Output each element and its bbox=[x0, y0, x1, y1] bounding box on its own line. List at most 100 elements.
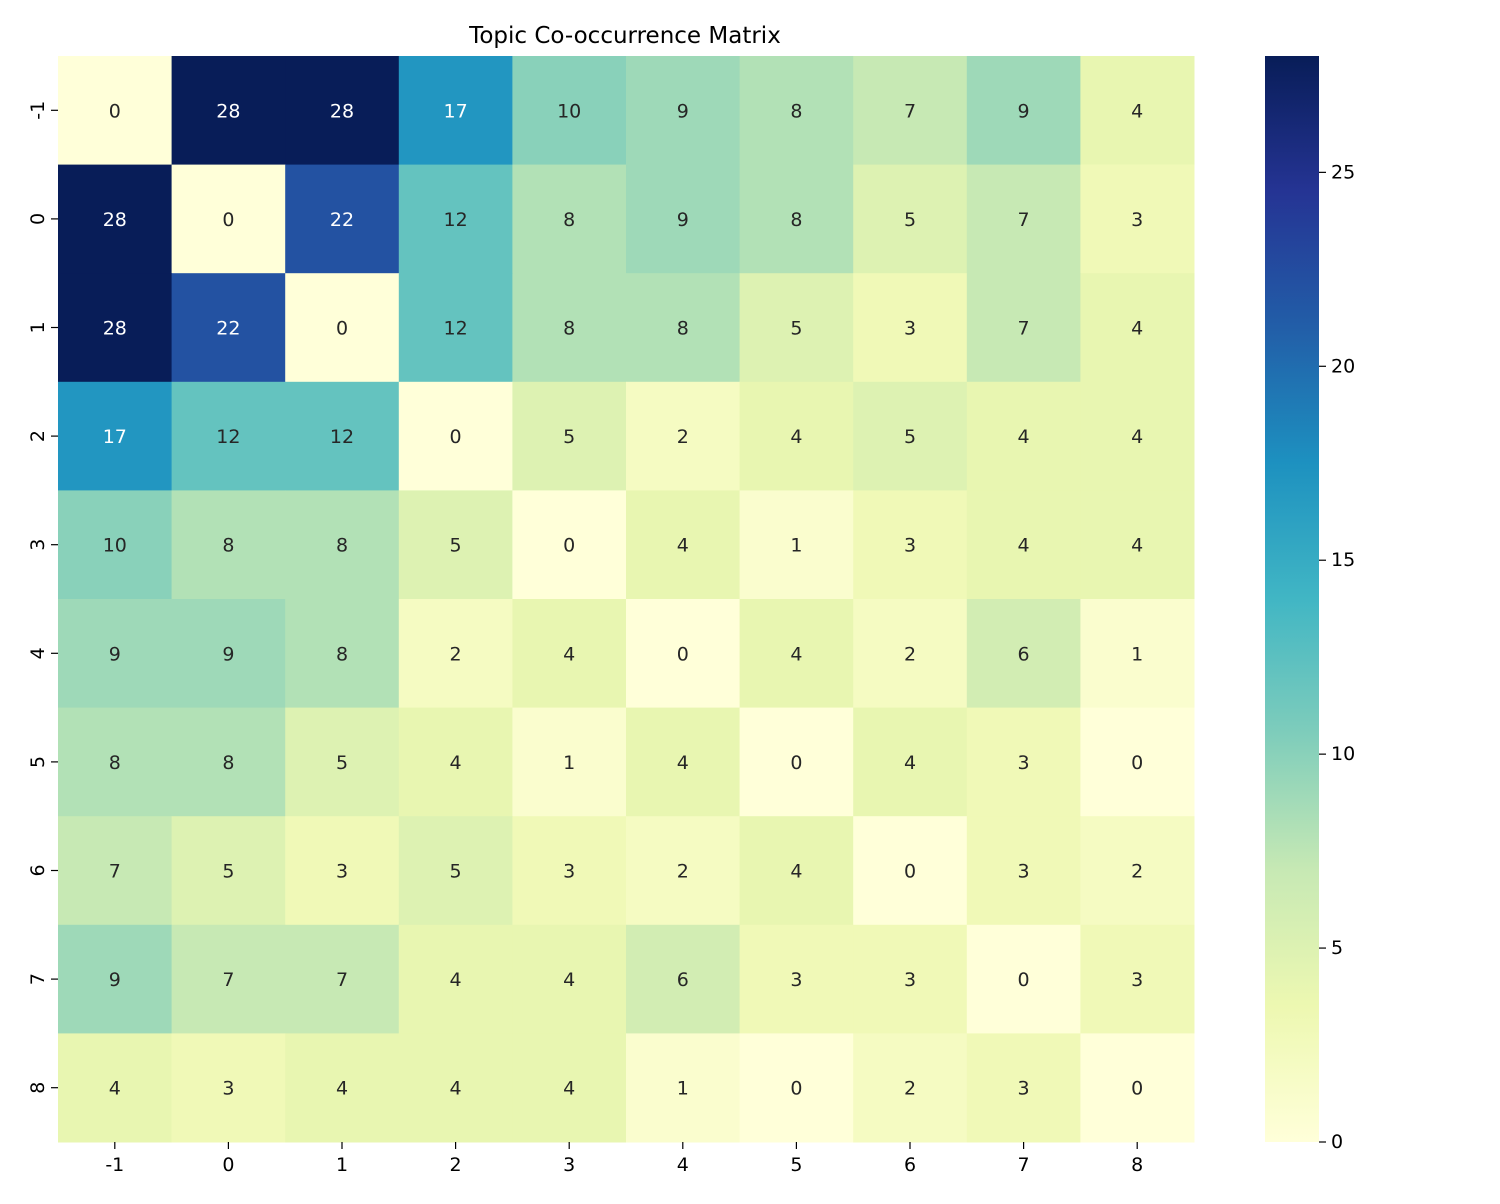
cell-value-label: 22 bbox=[330, 209, 354, 231]
cell-value-label: 4 bbox=[1131, 426, 1143, 448]
heatmap-cell-r9-c9 bbox=[1080, 1033, 1195, 1143]
x-tick-label: 0 bbox=[222, 1154, 234, 1176]
heatmap-cell-r6-c7 bbox=[853, 707, 968, 817]
heatmap-cell-r6-c9 bbox=[1080, 707, 1195, 817]
cell-value-label: 8 bbox=[790, 209, 802, 231]
heatmap-cell-r8-c0 bbox=[58, 924, 173, 1034]
cell-value-label: 4 bbox=[336, 1078, 348, 1100]
heatmap-cell-r9-c3 bbox=[398, 1033, 513, 1143]
colorbar-tick-label: 15 bbox=[1331, 549, 1355, 571]
heatmap-cell-r8-c4 bbox=[512, 924, 627, 1034]
cell-value-label: 7 bbox=[904, 100, 916, 122]
cell-value-label: 0 bbox=[790, 1078, 802, 1100]
cell-value-label: 3 bbox=[1018, 752, 1030, 774]
cell-value-label: 1 bbox=[1131, 643, 1143, 665]
y-tick-label: 5 bbox=[27, 756, 49, 768]
cell-value-label: 0 bbox=[904, 861, 916, 883]
y-tick-label: -1 bbox=[27, 101, 49, 120]
heatmap-cell-r4-c9 bbox=[1080, 490, 1195, 600]
cell-value-label: 7 bbox=[336, 969, 348, 991]
cell-value-label: 4 bbox=[790, 643, 802, 665]
heatmap-cell-r2-c4 bbox=[512, 273, 627, 383]
heatmap-cell-r0-c8 bbox=[966, 56, 1081, 166]
x-tick-label: 4 bbox=[677, 1154, 689, 1176]
cell-value-label: 1 bbox=[677, 1078, 689, 1100]
cell-value-label: 9 bbox=[109, 969, 121, 991]
heatmap-cell-r8-c1 bbox=[171, 924, 286, 1034]
cell-value-label: 4 bbox=[1018, 535, 1030, 557]
cell-value-label: 8 bbox=[222, 752, 234, 774]
cell-value-label: 4 bbox=[1131, 318, 1143, 340]
heatmap-cell-r7-c6 bbox=[739, 816, 854, 926]
heatmap-cell-r2-c9 bbox=[1080, 273, 1195, 383]
heatmap-cell-r7-c4 bbox=[512, 816, 627, 926]
cell-value-label: 4 bbox=[904, 752, 916, 774]
heatmap-cell-r8-c6 bbox=[739, 924, 854, 1034]
heatmap-cell-r2-c7 bbox=[853, 273, 968, 383]
cell-value-label: 5 bbox=[904, 209, 916, 231]
cell-value-label: 9 bbox=[677, 209, 689, 231]
x-tick-label: 8 bbox=[1131, 1154, 1143, 1176]
cell-value-label: 4 bbox=[563, 643, 575, 665]
y-tick-label: 0 bbox=[27, 213, 49, 225]
x-tick-label: 3 bbox=[563, 1154, 575, 1176]
cell-value-label: 8 bbox=[109, 752, 121, 774]
heatmap-cell-r9-c2 bbox=[285, 1033, 400, 1143]
cell-value-label: 9 bbox=[677, 100, 689, 122]
cell-value-label: 8 bbox=[790, 100, 802, 122]
cell-value-label: 4 bbox=[790, 426, 802, 448]
heatmap-cell-r0-c7 bbox=[853, 56, 968, 166]
cell-value-label: 4 bbox=[1018, 426, 1030, 448]
cell-value-label: 4 bbox=[109, 1078, 121, 1100]
heatmap-cell-r4-c4 bbox=[512, 490, 627, 600]
heatmap-cell-r7-c0 bbox=[58, 816, 173, 926]
cell-value-label: 4 bbox=[1131, 535, 1143, 557]
colorbar-tick-label: 20 bbox=[1331, 355, 1355, 377]
cell-value-label: 3 bbox=[904, 969, 916, 991]
cell-value-label: 12 bbox=[330, 426, 354, 448]
cell-value-label: 0 bbox=[222, 209, 234, 231]
heatmap-cell-r2-c8 bbox=[966, 273, 1081, 383]
heatmap-cell-r1-c4 bbox=[512, 164, 627, 274]
heatmap-cell-r0-c3 bbox=[398, 56, 513, 166]
heatmap-cell-r6-c1 bbox=[171, 707, 286, 817]
heatmap-cell-r5-c4 bbox=[512, 599, 627, 709]
heatmap-cell-r1-c5 bbox=[626, 164, 741, 274]
heatmap-cell-r7-c3 bbox=[398, 816, 513, 926]
heatmap-cell-r2-c2 bbox=[285, 273, 400, 383]
heatmap-cells bbox=[58, 56, 1195, 1143]
cell-value-label: 0 bbox=[109, 100, 121, 122]
cell-value-label: 28 bbox=[330, 100, 354, 122]
cell-value-label: 0 bbox=[677, 643, 689, 665]
x-tick-label: 5 bbox=[790, 1154, 802, 1176]
cell-value-label: 4 bbox=[450, 1078, 462, 1100]
heatmap-cell-r3-c4 bbox=[512, 381, 627, 491]
cell-value-label: 4 bbox=[563, 1078, 575, 1100]
cell-value-label: 28 bbox=[103, 318, 127, 340]
cell-value-label: 4 bbox=[563, 969, 575, 991]
heatmap-cell-r0-c6 bbox=[739, 56, 854, 166]
heatmap-cell-r0-c5 bbox=[626, 56, 741, 166]
heatmap-cell-r5-c8 bbox=[966, 599, 1081, 709]
heatmap-cell-r1-c0 bbox=[58, 164, 173, 274]
heatmap-cell-r6-c2 bbox=[285, 707, 400, 817]
y-tick-label: 8 bbox=[27, 1082, 49, 1094]
cell-value-label: 0 bbox=[563, 535, 575, 557]
heatmap-cell-r4-c5 bbox=[626, 490, 741, 600]
heatmap-cell-r4-c2 bbox=[285, 490, 400, 600]
colorbar-tick-label: 10 bbox=[1331, 743, 1355, 765]
cell-value-label: 9 bbox=[222, 643, 234, 665]
heatmap-cell-r7-c2 bbox=[285, 816, 400, 926]
heatmap-cell-r3-c0 bbox=[58, 381, 173, 491]
cell-value-label: 4 bbox=[450, 752, 462, 774]
y-tick-label: 2 bbox=[27, 430, 49, 442]
heatmap-cell-r2-c3 bbox=[398, 273, 513, 383]
cell-value-label: 8 bbox=[677, 318, 689, 340]
colorbar-tick-label: 0 bbox=[1331, 1131, 1343, 1153]
y-tick-label: 6 bbox=[27, 864, 49, 876]
cell-value-label: 3 bbox=[790, 969, 802, 991]
heatmap-cell-r9-c8 bbox=[966, 1033, 1081, 1143]
heatmap-cell-r4-c7 bbox=[853, 490, 968, 600]
heatmap-cell-r5-c1 bbox=[171, 599, 286, 709]
cell-value-label: 3 bbox=[904, 535, 916, 557]
